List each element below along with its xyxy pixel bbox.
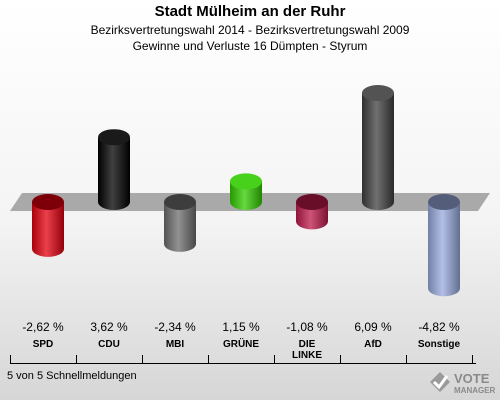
axis-tick bbox=[76, 355, 77, 363]
bar-cap-linke bbox=[296, 194, 328, 210]
logo-tagline: MANAGER bbox=[454, 386, 496, 395]
votemanager-logo: VOTE MANAGER bbox=[430, 371, 496, 395]
axis-tick bbox=[142, 355, 143, 363]
category-label-mbi: MBI bbox=[165, 339, 185, 350]
axis-tick bbox=[406, 355, 407, 363]
chart-subtitle-district: Gewinne und Verluste 16 Dümpten - Styrum bbox=[132, 39, 368, 53]
category-label-spd: SPD bbox=[32, 339, 54, 350]
value-label-mbi: -2,34 % bbox=[154, 320, 196, 334]
axis-tick bbox=[208, 355, 209, 363]
logo-word: VOTE bbox=[454, 371, 490, 386]
axis-tick bbox=[340, 355, 341, 363]
category-label-linke-line2: LINKE bbox=[292, 350, 322, 361]
value-label-afd: 6,09 % bbox=[354, 320, 392, 334]
value-label-gruene: 1,15 % bbox=[222, 320, 260, 334]
value-label-spd: -2,62 % bbox=[22, 320, 64, 334]
bar-cap-sonstige bbox=[428, 194, 460, 210]
bar-spd bbox=[32, 202, 64, 257]
category-label-cdu: CDU bbox=[98, 339, 120, 350]
category-label-gruene: GRÜNE bbox=[222, 339, 260, 350]
axis-tick bbox=[274, 355, 275, 363]
bar-cap-mbi bbox=[164, 194, 196, 210]
value-label-cdu: 3,62 % bbox=[90, 320, 128, 334]
axis-tick bbox=[10, 355, 11, 363]
bar-mbi bbox=[164, 202, 196, 252]
ballot-check-icon bbox=[430, 372, 450, 392]
value-label-sonstige: -4,82 % bbox=[418, 320, 460, 334]
axis-tick bbox=[472, 355, 473, 363]
bar-cap-cdu bbox=[98, 129, 130, 146]
footer-note: 5 von 5 Schnellmeldungen bbox=[7, 370, 137, 382]
category-label-linke-line1: DIE bbox=[298, 339, 316, 350]
bar-cap-gruene bbox=[230, 173, 262, 190]
category-label-linke: DIE LINKE bbox=[274, 339, 340, 361]
bar-cap-spd bbox=[32, 194, 64, 210]
bar-sonstige bbox=[428, 202, 460, 297]
value-label-linke: -1,08 % bbox=[286, 320, 328, 334]
chart-subtitle-election: Bezirksvertretungswahl 2014 - Bezirksver… bbox=[90, 23, 410, 37]
category-label-afd: AfD bbox=[364, 339, 382, 350]
bar-cap-afd bbox=[362, 84, 394, 101]
axis-line bbox=[10, 363, 476, 364]
category-axis bbox=[10, 355, 476, 365]
bar-gruene bbox=[230, 181, 262, 210]
chart-title: Stadt Mülheim an der Ruhr bbox=[154, 3, 346, 20]
bar-afd bbox=[362, 92, 394, 210]
category-label-sonstige: Sonstige bbox=[417, 339, 461, 350]
bar-cdu bbox=[98, 137, 130, 210]
